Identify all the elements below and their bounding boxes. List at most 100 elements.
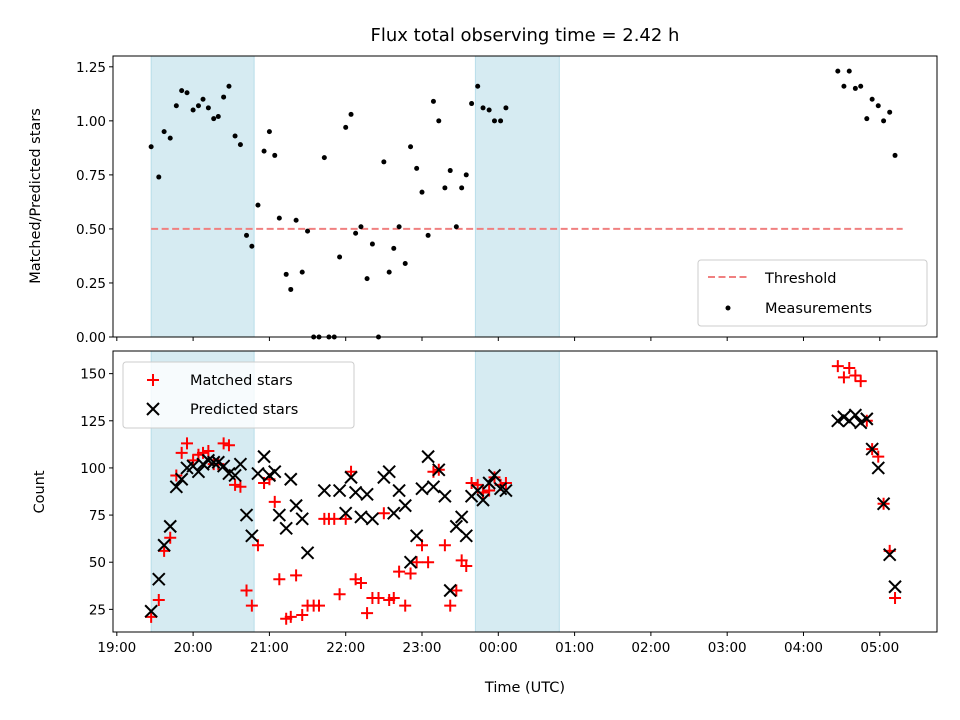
- measurement-point-8: [195, 103, 201, 109]
- predicted-star-point-51: [454, 510, 469, 524]
- measurement-point-67: [846, 68, 852, 74]
- matched-star-point-45: [393, 565, 406, 578]
- count-y-ticks: 25 50 75 100 125 150: [80, 367, 113, 618]
- ratio-y-tick-label-2: 0.50: [76, 222, 106, 238]
- matched-star-point-14: [222, 439, 235, 452]
- predicted-star-point-3: [163, 519, 177, 534]
- predicted-star-point-39: [387, 506, 401, 520]
- predicted-star-point-27: [295, 512, 309, 526]
- matched-star-point-38: [354, 576, 367, 589]
- matched-star-point-59: [471, 478, 484, 491]
- ratio-shade-0: [150, 55, 255, 338]
- measurement-point-56: [459, 185, 465, 191]
- predicted-star-point-16: [233, 457, 248, 471]
- measurement-point-28: [305, 228, 311, 234]
- count-y-tick-label-3: 100: [80, 461, 106, 477]
- measurement-point-1: [156, 174, 162, 180]
- measurement-point-7: [190, 107, 196, 113]
- measurement-point-48: [414, 165, 420, 171]
- x-tick-label-3: 22:00: [326, 640, 365, 656]
- matched-star-point-44: [387, 592, 400, 605]
- measurement-point-21: [266, 129, 272, 135]
- matched-star-point-30: [313, 599, 325, 612]
- predicted-star-point-68: [876, 497, 891, 511]
- measurement-point-60: [480, 105, 486, 111]
- predicted-star-point-18: [245, 529, 259, 543]
- measurement-point-65: [835, 68, 841, 74]
- predicted-star-point-4: [169, 480, 184, 494]
- measurement-point-53: [442, 185, 448, 191]
- measurement-point-35: [343, 124, 349, 130]
- measurement-point-37: [353, 230, 359, 236]
- measurement-points: [148, 68, 898, 340]
- measurement-point-2: [161, 129, 167, 135]
- matched-star-point-34: [333, 588, 346, 601]
- predicted-star-point-64: [853, 415, 868, 430]
- predicted-star-point-28: [300, 546, 315, 560]
- measurement-point-68: [852, 85, 858, 91]
- predicted-star-point-43: [409, 529, 424, 543]
- predicted-star-point-56: [482, 476, 496, 490]
- count-x-ticks: 19:00 20:00 21:00 22:00 23:00 00:00 01:00 02:00…: [97, 632, 899, 656]
- matched-star-point-42: [377, 507, 390, 520]
- measurement-point-61: [486, 107, 492, 113]
- matched-star-point-0: [145, 610, 158, 623]
- matched-star-point-68: [849, 369, 862, 382]
- predicted-star-point-59: [499, 483, 513, 498]
- predicted-star-point-49: [443, 583, 457, 598]
- matched-star-point-13: [217, 437, 230, 450]
- x-tick-label-8: 03:00: [708, 640, 747, 656]
- measurement-point-49: [419, 189, 425, 195]
- measurement-point-5: [179, 88, 185, 94]
- measurement-point-16: [237, 142, 243, 148]
- matched-star-point-57: [460, 559, 473, 572]
- ratio-y-tick-label-1: 0.25: [76, 276, 106, 292]
- predicted-star-point-45: [421, 449, 435, 464]
- predicted-star-point-25: [284, 472, 298, 486]
- measurement-point-19: [255, 202, 261, 208]
- x-tick-label-0: 19:00: [97, 640, 136, 656]
- matched-star-point-35: [339, 512, 352, 525]
- predicted-star-point-26: [289, 498, 303, 513]
- measurement-point-71: [869, 96, 875, 102]
- measurement-point-24: [283, 271, 289, 277]
- predicted-star-point-57: [487, 468, 502, 483]
- x-axis-label: Time (UTC): [484, 680, 565, 696]
- measurement-point-22: [272, 152, 278, 158]
- count-y-tick-label-0: 25: [89, 602, 106, 618]
- predicted-star-point-36: [365, 512, 380, 526]
- matched-star-point-22: [268, 495, 281, 508]
- measurement-point-31: [321, 155, 327, 161]
- measurement-point-18: [249, 243, 255, 249]
- measurement-point-3: [167, 135, 173, 141]
- predicted-star-point-17: [239, 508, 254, 522]
- measurement-point-0: [148, 144, 154, 150]
- measurement-point-6: [184, 90, 190, 96]
- predicted-star-point-46: [426, 480, 441, 494]
- measurement-point-66: [841, 83, 847, 89]
- x-tick-label-7: 02:00: [631, 640, 670, 656]
- measurement-point-43: [386, 269, 392, 275]
- count-y-tick-label-5: 150: [80, 367, 106, 383]
- matched-star-point-7: [187, 454, 200, 467]
- measurement-point-13: [221, 94, 227, 100]
- matched-star-point-54: [444, 599, 457, 612]
- predicted-star-point-60: [831, 414, 845, 428]
- predicted-star-point-67: [871, 461, 885, 475]
- measurement-point-64: [503, 105, 509, 111]
- predicted-star-point-63: [848, 408, 863, 422]
- measurement-point-15: [232, 133, 238, 139]
- legend-predicted-swatch: [146, 402, 160, 416]
- predicted-star-point-0: [144, 604, 158, 618]
- predicted-star-point-47: [432, 463, 446, 477]
- ratio-x-ticks: [116, 337, 881, 341]
- predicted-star-point-2: [157, 538, 171, 552]
- predicted-star-point-44: [415, 481, 429, 496]
- predicted-star-point-31: [338, 506, 353, 520]
- matched-star-point-17: [240, 584, 253, 597]
- ratio-legend-box: [697, 259, 928, 327]
- measurement-point-4: [173, 103, 179, 109]
- measurement-point-14: [226, 83, 232, 89]
- ratio-y-axis-label: Matched/Predicted stars: [28, 108, 44, 284]
- measurement-point-20: [261, 148, 267, 154]
